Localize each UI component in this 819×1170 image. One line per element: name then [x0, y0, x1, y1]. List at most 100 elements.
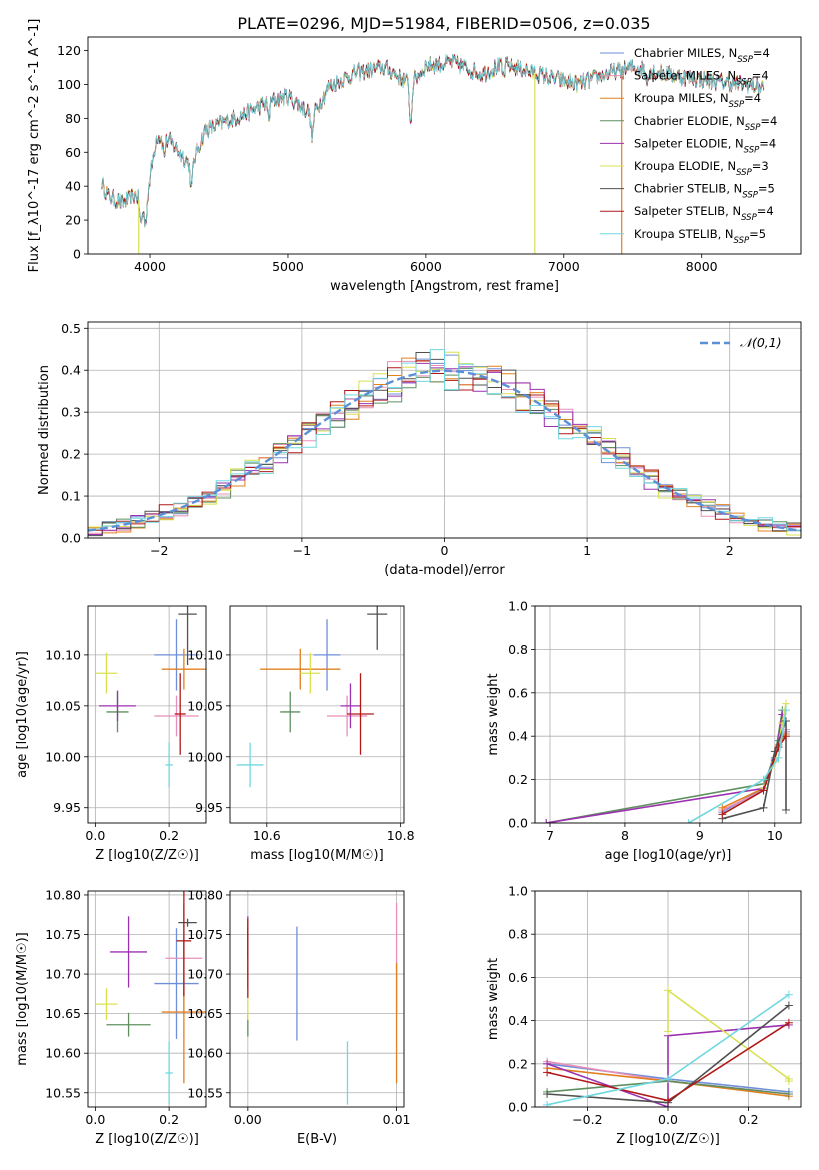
plot-area	[95, 891, 206, 1105]
weight-line-chabrier-elodie	[546, 710, 784, 823]
legend-entry: Chabrier ELODIE, NSSP=4	[634, 114, 777, 133]
legend-nssp: =4	[759, 136, 776, 150]
y-tick-label: 0.0	[508, 1100, 528, 1115]
errorbar-point	[367, 606, 388, 650]
errorbar-point	[340, 683, 361, 729]
x-tick-label: 10.8	[387, 828, 415, 843]
y-tick-label: 40	[65, 179, 81, 194]
x-tick-label: 8	[621, 828, 629, 843]
legend-nssp: =4	[760, 114, 777, 128]
x-tick-label: 0.0	[85, 1112, 105, 1127]
y-tick-label: 0.2	[508, 1056, 528, 1071]
legend-subscript: SSP	[744, 145, 760, 155]
plot-area	[95, 606, 206, 788]
axes-frame	[534, 890, 802, 1108]
x-tick-label: −0.2	[572, 1112, 602, 1127]
y-axis-label: Flux [f_λ10^-17 erg cm^-2 s^-1 A^-1]	[27, 19, 42, 273]
errorbar-point	[176, 891, 192, 997]
y-tick-label: 10.60	[187, 1046, 223, 1061]
residuals-panel: −2 −1 0 1 2 0.0 0.1 0.2 0.3 0.4 0.5 (data-model)/er…	[37, 321, 802, 578]
errorbar-point	[95, 988, 118, 1020]
y-tick-label: 10.00	[187, 749, 223, 764]
x-tick-label: 10	[767, 828, 783, 843]
x-tick-label: 10.6	[253, 828, 281, 843]
errorbar-point	[154, 695, 199, 737]
normal-curve	[88, 369, 801, 532]
plot-area	[236, 606, 388, 788]
axes-frame	[229, 605, 405, 824]
x-tick-label: 6000	[410, 259, 442, 274]
y-tick-label: 0.4	[508, 729, 528, 744]
errorbar-point	[236, 742, 264, 788]
x-axis-label: (data-model)/error	[384, 563, 505, 578]
errorbar-point	[300, 652, 321, 694]
mass-vs-ebv-panel: 0.00 0.01 10.55 10.60 10.65 10.70 10.75 10.80 E(…	[187, 887, 410, 1147]
y-tick-label: 80	[65, 111, 81, 126]
legend-entry: 𝒩(0,1)	[740, 335, 782, 350]
errorbar-point	[280, 691, 301, 733]
y-tick-label: 10.80	[45, 887, 81, 902]
y-axis-label: Normed distribution	[37, 365, 52, 495]
plot-area	[542, 699, 791, 823]
y-tick-label: 10.10	[45, 647, 81, 662]
y-tick-label: 10.70	[187, 967, 223, 982]
y-tick-label: 0.5	[61, 321, 81, 336]
x-tick-label: 7000	[548, 259, 580, 274]
x-axis-label: Z [log10(Z/Z☉)]	[95, 1132, 199, 1147]
y-tick-label: 10.70	[45, 967, 81, 982]
legend-subscript: SSP	[741, 213, 757, 223]
errorbar-point	[154, 928, 199, 1039]
legend-nssp: =5	[758, 182, 775, 196]
x-tick-label: 1	[583, 543, 591, 558]
age-vs-Z-panel: 0.0 0.2 9.95 10.00 10.05 10.10 Z [log10(Z/Z☉)]…	[15, 605, 207, 863]
errorbar-point	[165, 742, 173, 788]
errorbar-point	[110, 916, 147, 988]
errorbar-point	[347, 673, 374, 755]
x-tick-label: 0.2	[159, 828, 179, 843]
axes-frame	[87, 890, 207, 1108]
legend-subscript: SSP	[737, 55, 753, 65]
x-tick-label: 0.00	[234, 1112, 262, 1127]
y-tick-label: 0.4	[61, 363, 81, 378]
massweight-vs-Z-panel: −0.2 0.0 0.2 0.0 0.2 0.4 0.6 0.8 1.0 Z [log10(Z/Z…	[486, 884, 802, 1147]
errorbar-point	[154, 619, 199, 691]
axes-frame	[87, 36, 802, 255]
y-tick-label: 9.95	[195, 800, 223, 815]
x-tick-label: 2	[726, 543, 734, 558]
errorbar-point	[106, 1012, 151, 1037]
y-tick-label: 100	[57, 77, 81, 92]
errorbar-point	[99, 690, 136, 722]
plot-area	[101, 53, 765, 254]
x-tick-label: 9	[696, 828, 704, 843]
mass-vs-Z-panel: 0.0 0.2 10.55 10.60 10.65 10.70 10.75 10.80 Z [l…	[15, 887, 207, 1147]
y-axis-label: age [log10(age/yr)]	[15, 651, 30, 778]
errorbar-point	[327, 695, 368, 737]
weight-line-kroupa-elodie	[667, 988, 790, 1082]
x-tick-label: 0.01	[383, 1112, 411, 1127]
legend-entry: Kroupa STELIB, NSSP=5	[634, 227, 766, 246]
y-tick-label: 0.8	[508, 642, 528, 657]
y-tick-label: 0.1	[61, 489, 81, 504]
legend-entry: Salpeter MILES, NSSP=4	[634, 69, 769, 88]
y-tick-label: 10.00	[45, 749, 81, 764]
errorbar-point	[313, 619, 341, 691]
legend-subscript: SSP	[736, 168, 752, 178]
weight-line-salpeter-elodie	[546, 1024, 789, 1107]
x-axis-label: Z [log10(Z/Z☉)]	[95, 848, 199, 863]
y-tick-label: 10.75	[187, 927, 223, 942]
y-tick-label: 0.0	[508, 816, 528, 831]
y-tick-label: 120	[57, 43, 81, 58]
y-tick-label: 10.55	[187, 1085, 223, 1100]
x-tick-label: 0.0	[85, 828, 105, 843]
legend-entry: Salpeter STELIB, NSSP=4	[634, 204, 774, 223]
errorbar-point	[260, 648, 341, 690]
x-axis-label: E(B-V)	[297, 1132, 337, 1147]
figure-title: PLATE=0296, MJD=51984, FIBERID=0506, z=0…	[237, 14, 650, 33]
legend-nssp: =4	[753, 46, 770, 60]
y-tick-label: 10.75	[45, 927, 81, 942]
plot-area	[247, 902, 398, 1105]
y-tick-label: 0.0	[61, 531, 81, 546]
y-tick-label: 0.4	[508, 1013, 528, 1028]
x-tick-label: 0.0	[658, 1112, 678, 1127]
